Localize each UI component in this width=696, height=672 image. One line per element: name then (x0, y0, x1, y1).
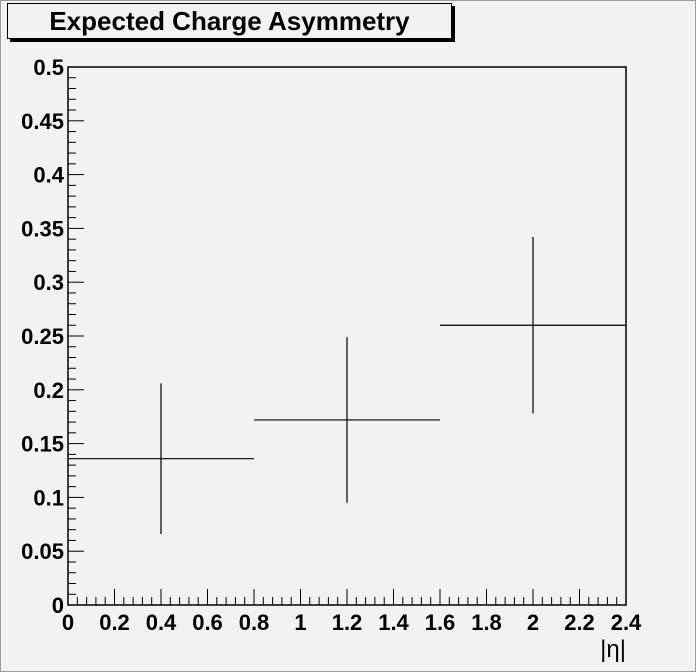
x-axis-label: |η| (600, 636, 626, 663)
x-tick-label: 1 (294, 610, 306, 635)
x-tick-label: 2.4 (611, 610, 642, 635)
data-point (440, 237, 626, 414)
y-tick-label: 0.1 (33, 485, 64, 510)
chart-title-box: Expected Charge Asymmetry (7, 3, 452, 39)
data-points (68, 237, 626, 534)
y-tick-label: 0.45 (21, 109, 64, 134)
x-tick-label: 1.2 (332, 610, 363, 635)
x-tick-labels: 0 0.2 0.4 0.6 0.8 1 1.2 1.4 1.6 1.8 2 2.2 2.4 (62, 610, 642, 635)
x-tick-label: 0.6 (192, 610, 223, 635)
x-tick-label: 0.2 (99, 610, 130, 635)
y-tick-label: 0.05 (21, 539, 64, 564)
x-tick-label: 2 (527, 610, 539, 635)
data-point (254, 337, 440, 503)
y-tick-labels: 0 0.05 0.1 0.15 0.2 0.25 0.3 0.35 0.4 0.45 0.5 (21, 55, 65, 618)
x-tick-label: 0.4 (146, 610, 177, 635)
y-tick-label: 0.3 (33, 270, 64, 295)
y-tick-label: 0.5 (33, 55, 64, 80)
y-tick-label: 0.2 (33, 378, 64, 403)
x-tick-label: 0 (62, 610, 74, 635)
x-tick-label: 2.2 (564, 610, 595, 635)
x-tick-label: 1.8 (471, 610, 502, 635)
x-tick-label: 1.6 (425, 610, 456, 635)
y-tick-label: 0.15 (21, 432, 64, 457)
axis-ticks (67, 66, 627, 606)
x-tick-label: 1.4 (378, 610, 409, 635)
y-tick-label: 0.25 (21, 324, 64, 349)
plot-area (67, 66, 627, 606)
chart-title: Expected Charge Asymmetry (49, 6, 410, 36)
y-tick-label: 0 (52, 593, 64, 618)
y-tick-label: 0.4 (33, 163, 64, 188)
y-tick-label: 0.35 (21, 216, 64, 241)
x-tick-label: 0.8 (239, 610, 270, 635)
data-point (68, 383, 254, 534)
